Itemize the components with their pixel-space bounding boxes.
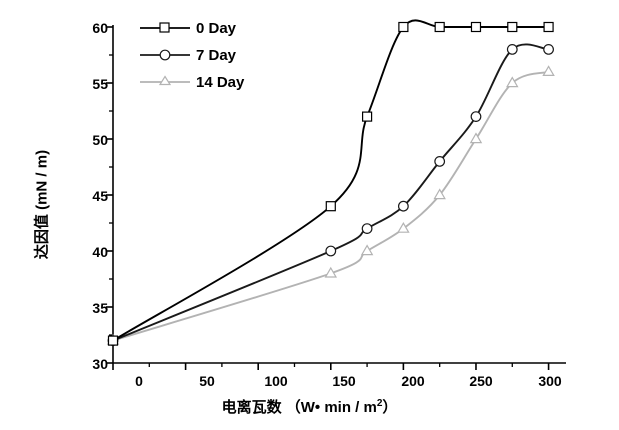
data-point-marker [397, 200, 409, 212]
data-point-marker [470, 21, 482, 33]
data-point-marker [398, 21, 409, 33]
legend-sample-0-day [140, 22, 190, 33]
x-axis-title-base: 电离瓦数 （W• min / m [221, 399, 377, 416]
x-axis-title-superscript: 2 [376, 398, 383, 409]
data-point-marker [470, 111, 482, 122]
x-tick-label-300: 300 [538, 373, 562, 389]
data-point-marker [324, 266, 338, 278]
data-point-marker [506, 76, 519, 88]
legend-label-0-day: 0 Day [196, 20, 237, 37]
x-tick-label-100: 100 [264, 373, 288, 389]
y-tick-label-50: 50 [92, 132, 108, 148]
y-tick-label-45: 45 [92, 188, 108, 204]
data-point-marker [360, 244, 374, 256]
data-point-marker [507, 21, 518, 33]
data-point-marker [325, 201, 336, 212]
series-7-day [107, 43, 554, 347]
y-tick-label-35: 35 [92, 300, 108, 316]
data-point-marker [433, 188, 446, 200]
data-point-marker [543, 21, 554, 33]
x-axis-ticks [112, 363, 550, 370]
y-axis-ticks [106, 26, 113, 364]
data-point-marker [434, 21, 445, 33]
x-tick-label-200: 200 [401, 373, 425, 389]
series-14-day [106, 65, 555, 345]
data-point-marker [107, 335, 119, 346]
data-point-marker [397, 222, 410, 233]
y-tick-label-40: 40 [92, 244, 108, 260]
data-point-marker [325, 245, 337, 257]
x-axis-title: 电离瓦数 （W• min / m2） [0, 396, 619, 417]
x-tick-label-250: 250 [469, 373, 493, 389]
data-point-marker [506, 44, 518, 55]
data-point-marker [361, 111, 373, 122]
x-axis-title-end: ） [382, 399, 398, 416]
data-point-marker [469, 132, 483, 144]
data-point-marker [361, 223, 373, 235]
data-point-marker [543, 44, 554, 55]
x-tick-label-0: 0 [135, 373, 143, 389]
data-point-marker [542, 65, 555, 77]
legend-label-14-day: 14 Day [196, 74, 245, 91]
y-tick-label-30: 30 [92, 356, 108, 372]
data-point-marker [434, 155, 446, 167]
y-tick-label-60: 60 [92, 20, 108, 36]
legend-sample-7-day [140, 49, 190, 61]
x-tick-label-150: 150 [332, 373, 356, 389]
legend-sample-14-day [140, 75, 190, 86]
legend-label-7-day: 7 Day [196, 47, 237, 64]
x-tick-label-50: 50 [199, 373, 215, 389]
y-tick-label-55: 55 [92, 76, 108, 92]
data-series-layer [106, 19, 555, 347]
series-0-day [107, 19, 554, 346]
